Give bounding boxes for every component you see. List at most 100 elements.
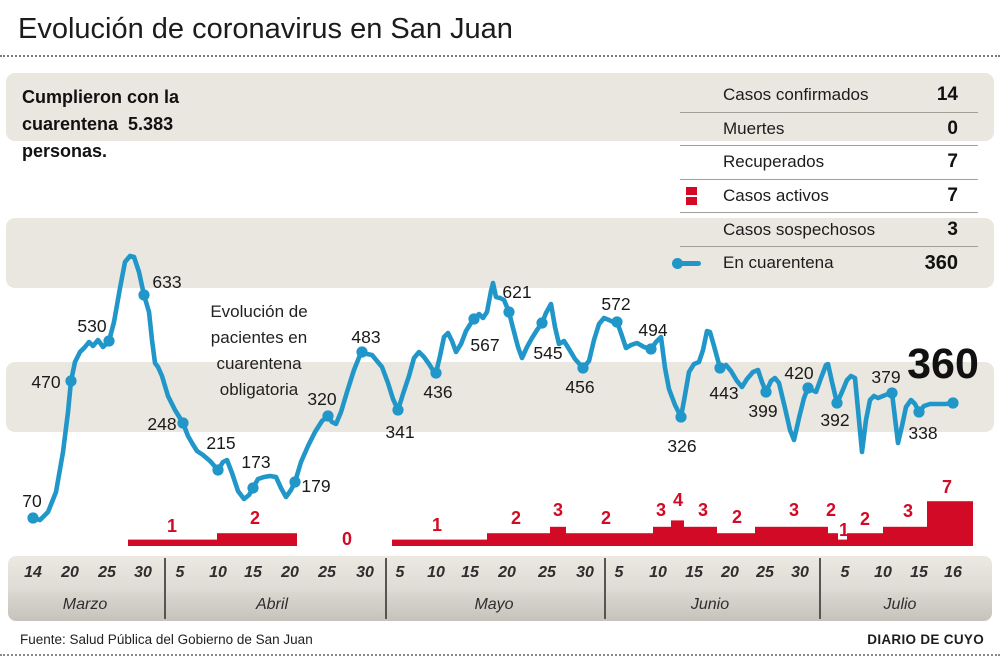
line-point-dot — [289, 476, 301, 488]
x-tick-marzo-20: 20 — [61, 564, 79, 581]
line-point-dot — [503, 306, 515, 318]
stat-row-2: Recuperados 7 — [680, 145, 978, 179]
line-point-dot — [322, 410, 334, 422]
line-point-dot — [611, 316, 623, 328]
x-tick-abril-30: 30 — [356, 564, 374, 581]
quarantine-line — [30, 253, 956, 523]
bar-value-label: 2 — [250, 508, 260, 528]
line-point-dot — [947, 397, 959, 409]
bar-value-label: 7 — [942, 477, 952, 497]
point-value-label: 621 — [502, 282, 531, 302]
point-value-label: 179 — [301, 476, 330, 496]
x-tick-abril-25: 25 — [318, 564, 336, 581]
active-cases-bar — [838, 539, 847, 546]
month-label-mayo: Mayo — [474, 596, 514, 613]
stat-row-5: En cuarentena 360 — [672, 245, 978, 280]
x-tick-mayo-20: 20 — [498, 564, 516, 581]
x-tick-junio-20: 20 — [721, 564, 739, 581]
line-point-dot — [714, 362, 726, 374]
line-point-dot — [356, 346, 368, 358]
bar-value-label: 1 — [167, 516, 177, 536]
line-point-dot — [536, 317, 548, 329]
active-cases-bar — [653, 526, 671, 546]
x-tick-julio-16: 16 — [944, 564, 962, 581]
bar-value-label: 3 — [553, 500, 563, 520]
quarantine-line-icon — [672, 257, 702, 270]
month-separator — [164, 558, 166, 619]
month-label-junio: Junio — [690, 596, 730, 613]
stat-value: 3 — [947, 218, 958, 240]
stat-value: 360 — [924, 251, 958, 274]
x-tick-marzo-30: 30 — [134, 564, 152, 581]
active-cases-bar — [927, 501, 973, 546]
point-value-label: 215 — [206, 433, 235, 453]
x-axis: 14 20 25 30 5 10 15 20 25 30 5 10 15 20 25 30 5 10 15 20 25 3… — [8, 556, 992, 621]
line-point-dot — [103, 335, 115, 347]
point-value-label: 470 — [31, 372, 60, 392]
line-point-dot — [675, 411, 687, 423]
point-value-label: 338 — [908, 423, 937, 443]
x-tick-julio-15: 15 — [910, 564, 928, 581]
bar-value-label: 2 — [601, 508, 611, 528]
point-value-label: 420 — [784, 363, 813, 383]
point-value-label: 341 — [385, 422, 414, 442]
active-cases-bar — [566, 533, 653, 546]
point-value-label: 379 — [871, 367, 900, 387]
x-tick-marzo-14: 14 — [24, 564, 42, 581]
point-value-label: 530 — [77, 316, 106, 336]
x-tick-julio-5: 5 — [840, 564, 850, 581]
point-value-label: 399 — [748, 401, 777, 421]
x-tick-junio-25: 25 — [756, 564, 774, 581]
line-point-dot — [65, 375, 77, 387]
active-cases-bar-icon — [686, 187, 697, 206]
active-cases-bar — [671, 520, 684, 546]
point-value-label: 248 — [147, 414, 176, 434]
bar-value-label: 4 — [673, 490, 683, 510]
bar-value-label: 2 — [826, 500, 836, 520]
stat-label: En cuarentena — [723, 253, 834, 273]
bar-value-label: 2 — [511, 508, 521, 528]
x-tick-mayo-25: 25 — [538, 564, 556, 581]
active-cases-bar — [550, 526, 566, 546]
stat-label: Casos sospechosos — [723, 219, 876, 239]
stat-value: 0 — [947, 117, 958, 139]
bottom-divider — [0, 654, 1000, 656]
quarantine-note: Cumplieron con la cuarentena 5.383 perso… — [22, 87, 180, 161]
active-cases-bar — [755, 526, 828, 546]
point-value-label: 483 — [351, 327, 380, 347]
active-cases-bar — [717, 533, 755, 546]
active-cases-bar — [847, 533, 883, 546]
month-separator — [819, 558, 821, 619]
x-tick-junio-5: 5 — [614, 564, 624, 581]
line-point-dot — [247, 482, 259, 494]
x-tick-abril-15: 15 — [244, 564, 262, 581]
active-cases-bar — [828, 533, 838, 546]
point-value-label: 567 — [470, 335, 499, 355]
source-credit: Fuente: Salud Pública del Gobierno de Sa… — [20, 632, 313, 647]
month-label-julio: Julio — [883, 596, 917, 613]
x-tick-marzo-25: 25 — [98, 564, 116, 581]
x-tick-abril-10: 10 — [209, 564, 227, 581]
line-point-dot — [392, 404, 404, 416]
point-value-label: 320 — [307, 389, 336, 409]
page-title: Evolución de coronavirus en San Juan — [18, 13, 513, 45]
point-value-label: 443 — [709, 383, 738, 403]
bar-value-label: 2 — [860, 509, 870, 529]
stat-label: Muertes — [723, 118, 785, 138]
bar-value-label: 1 — [839, 520, 849, 540]
stat-value: 7 — [947, 151, 958, 173]
background-stripe — [6, 73, 994, 141]
x-tick-abril-5: 5 — [175, 564, 185, 581]
bar-value-label: 1 — [432, 515, 442, 535]
bar-value-label: 3 — [903, 501, 913, 521]
line-point-dot — [645, 343, 657, 355]
month-separator — [604, 558, 606, 619]
bar-value-label: 3 — [656, 500, 666, 520]
line-point-dot — [430, 367, 442, 379]
stat-row-4: Casos sospechosos 3 — [680, 212, 978, 246]
active-cases-bar — [217, 533, 297, 546]
month-separator — [385, 558, 387, 619]
point-value-label: 436 — [423, 382, 452, 402]
current-value-label: 360 — [907, 340, 979, 388]
